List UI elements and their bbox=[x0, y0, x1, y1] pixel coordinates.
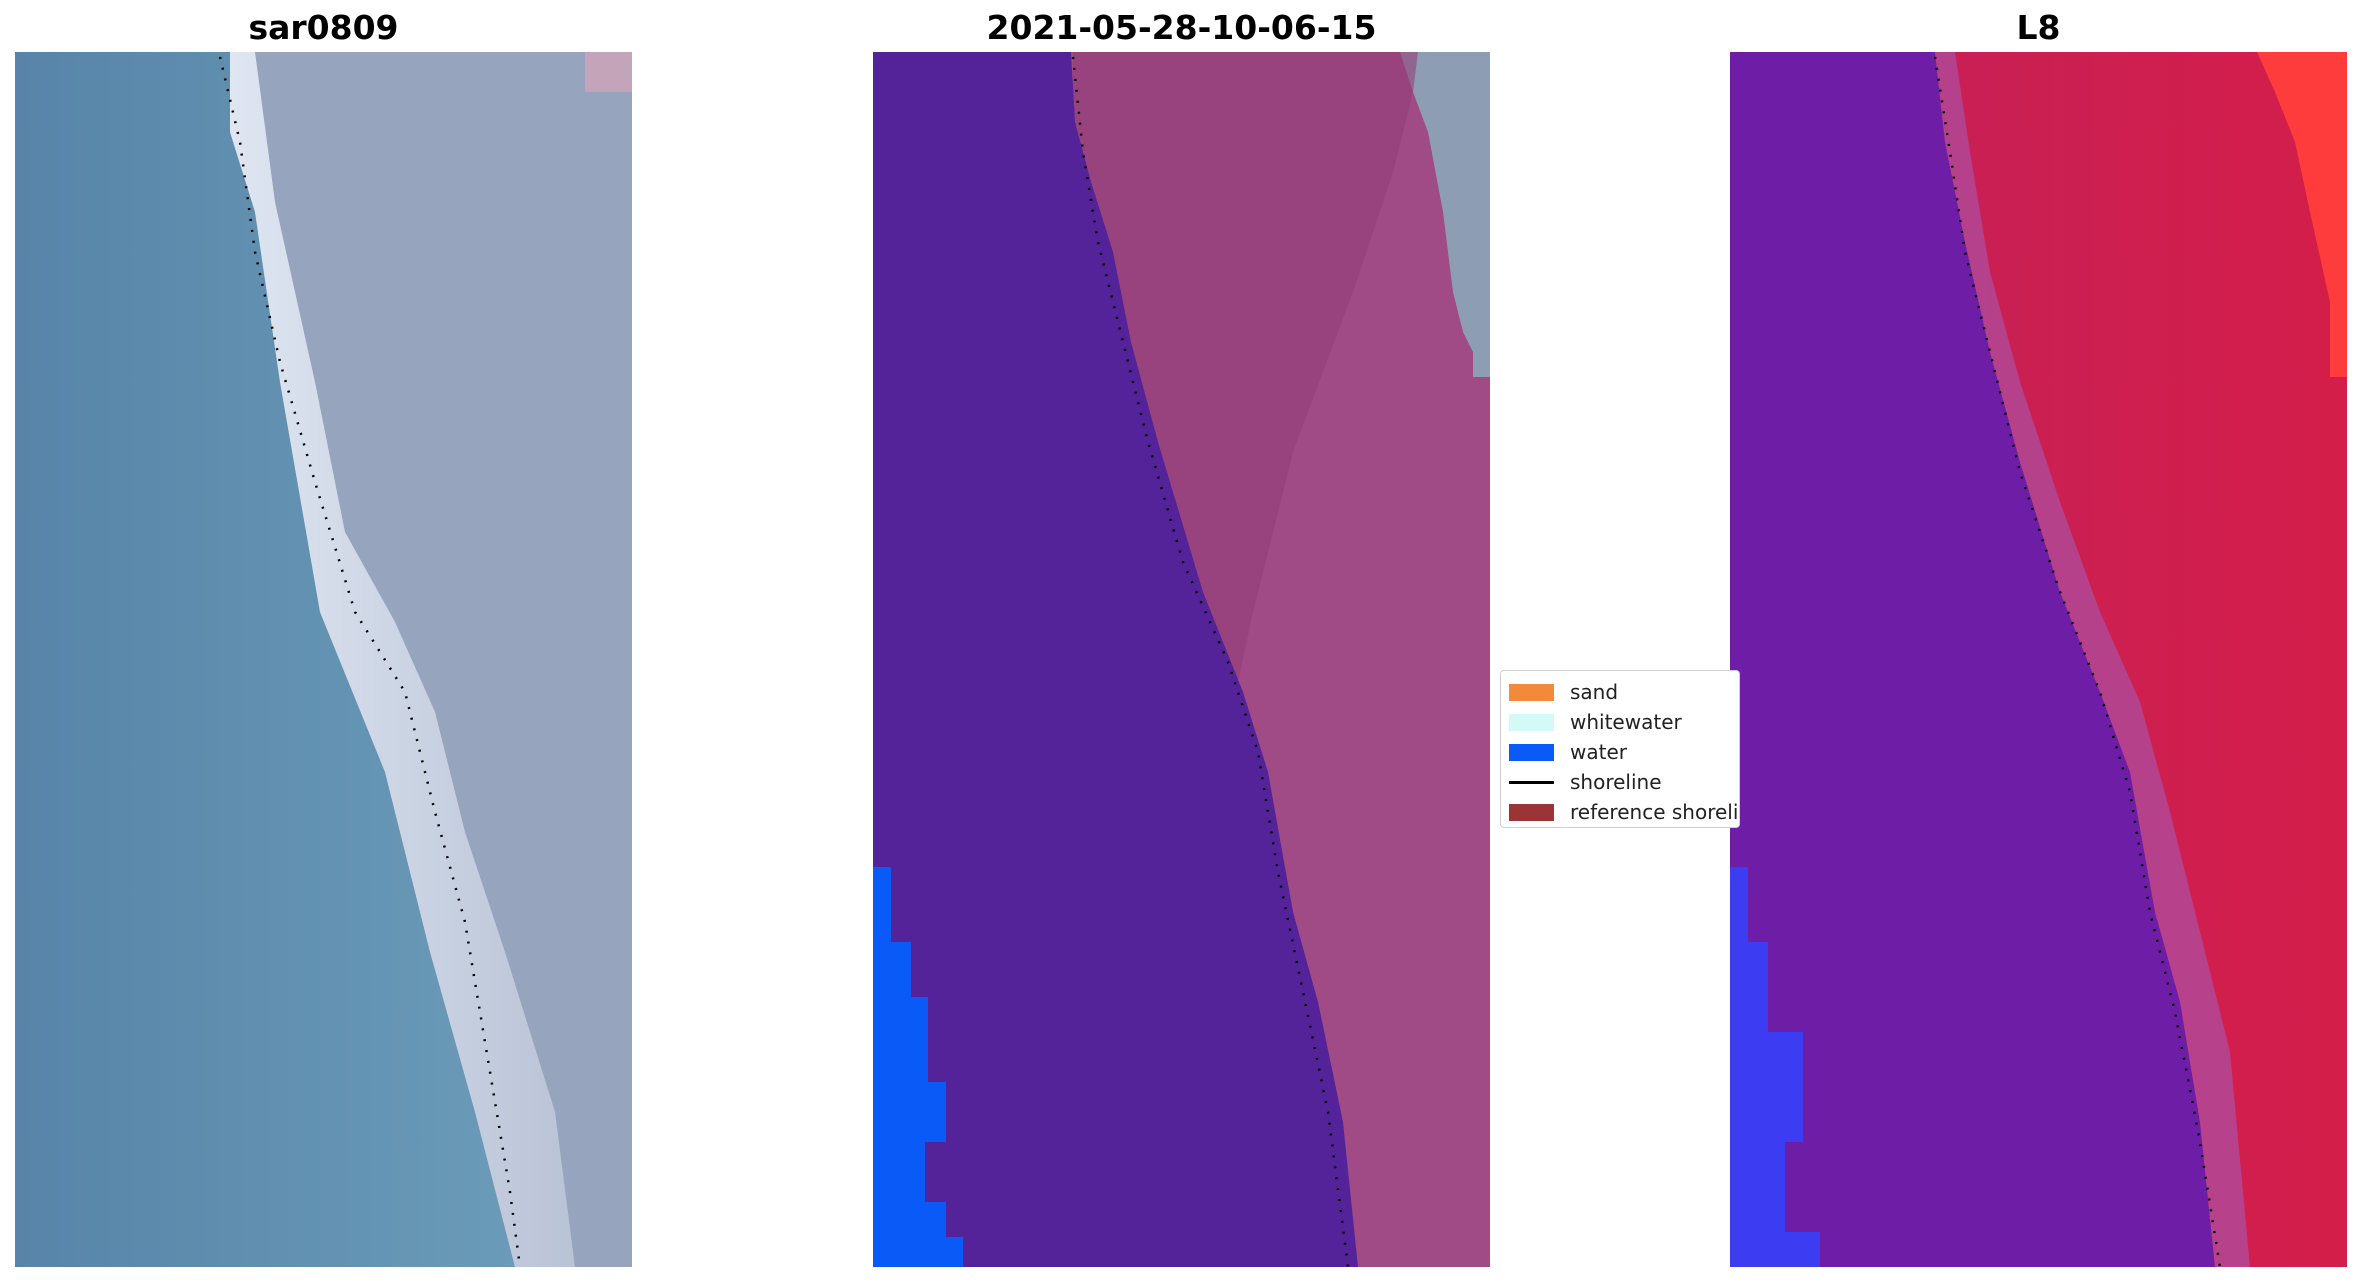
nir-image-panel bbox=[1730, 52, 2347, 1267]
legend-label: shoreline bbox=[1570, 770, 1662, 794]
legend-label: sand bbox=[1570, 680, 1619, 704]
unclassified-area bbox=[1400, 52, 1490, 377]
sea-nir-area bbox=[1730, 52, 2215, 1267]
sand-swatch bbox=[1509, 683, 1554, 701]
beach-nir-area bbox=[1935, 52, 2250, 1267]
bright-red-area bbox=[2257, 52, 2347, 377]
rgb-image-panel bbox=[15, 52, 632, 1267]
whitewater-swatch bbox=[1509, 713, 1554, 731]
sea-class-area bbox=[873, 52, 1358, 1267]
panel-title-nir: L8 bbox=[2016, 8, 2061, 47]
legend-item-water: water bbox=[1509, 737, 1739, 767]
legend-item-reference-shoreline: reference shoreline bbox=[1509, 797, 1739, 827]
reference-shoreline-swatch bbox=[1509, 803, 1554, 821]
water-nir-area bbox=[1730, 867, 1820, 1267]
legend: sand whitewater water shoreline referenc… bbox=[1500, 670, 1740, 828]
water-class-area bbox=[873, 867, 963, 1267]
water-swatch bbox=[1509, 743, 1554, 761]
panel-title-classified: 2021-05-28-10-06-15 bbox=[986, 8, 1377, 47]
legend-item-sand: sand bbox=[1509, 677, 1739, 707]
shoreline-line bbox=[1509, 780, 1554, 784]
beach-area bbox=[230, 52, 575, 1267]
legend-label: reference shoreline bbox=[1570, 800, 1739, 824]
classified-shoreline bbox=[1071, 56, 1350, 1267]
sea-area bbox=[15, 52, 515, 1267]
legend-item-whitewater: whitewater bbox=[1509, 707, 1739, 737]
legend-item-shoreline: shoreline bbox=[1509, 767, 1739, 797]
legend-label: whitewater bbox=[1570, 710, 1682, 734]
classified-image-panel bbox=[873, 52, 1490, 1267]
legend-label: water bbox=[1570, 740, 1627, 764]
panel-title-rgb: sar0809 bbox=[248, 8, 399, 47]
